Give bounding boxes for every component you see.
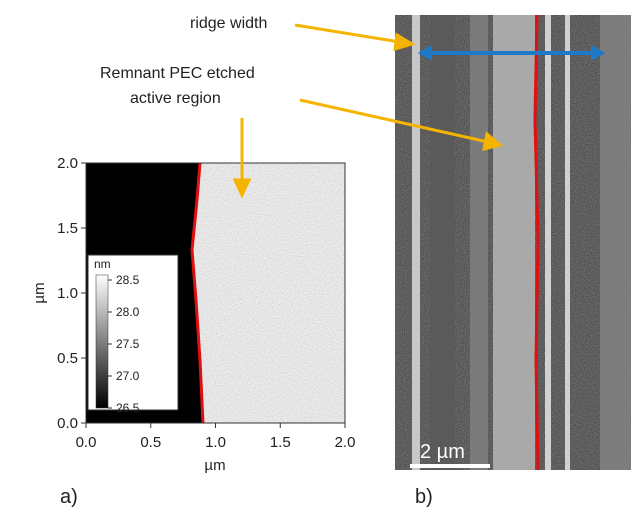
colorbar-tick-label: 27.0 xyxy=(116,369,140,383)
x-tick-label: 1.0 xyxy=(205,434,226,451)
y-tick-label: 1.0 xyxy=(57,285,78,302)
y-axis-label: µm xyxy=(31,282,48,303)
y-tick-label: 0.0 xyxy=(57,415,78,432)
y-tick-label: 0.5 xyxy=(57,350,78,367)
panel-label: b) xyxy=(415,486,433,508)
colorbar-tick-label: 28.0 xyxy=(116,305,140,319)
x-tick-label: 1.5 xyxy=(270,434,291,451)
x-axis-label: µm xyxy=(204,457,225,474)
x-tick-label: 2.0 xyxy=(335,434,356,451)
annotation: active region xyxy=(130,90,221,107)
colorbar-tick-label: 27.5 xyxy=(116,337,140,351)
y-tick-label: 2.0 xyxy=(57,155,78,172)
figure: nm 0.0 0.5 1.0 1.5 2.0 0.0 0.5 1.0 1.5 2.0 28.5 28.… xyxy=(0,0,631,512)
colorbar-tick-label: 28.5 xyxy=(116,273,140,287)
sem-image: 2 µm xyxy=(395,15,631,470)
x-tick-label: 0.5 xyxy=(140,434,161,451)
y-tick-label: 1.5 xyxy=(57,220,78,237)
panel-label: a) xyxy=(60,486,78,508)
x-tick-label: 0.0 xyxy=(76,434,97,451)
colorbar-tick-label: 26.5 xyxy=(116,401,140,415)
annotation: Remnant PEC etched xyxy=(100,65,255,82)
annotation: ridge width xyxy=(190,15,267,32)
colorbar-unit: nm xyxy=(94,257,111,271)
scale-bar-label: 2 µm xyxy=(420,441,465,463)
